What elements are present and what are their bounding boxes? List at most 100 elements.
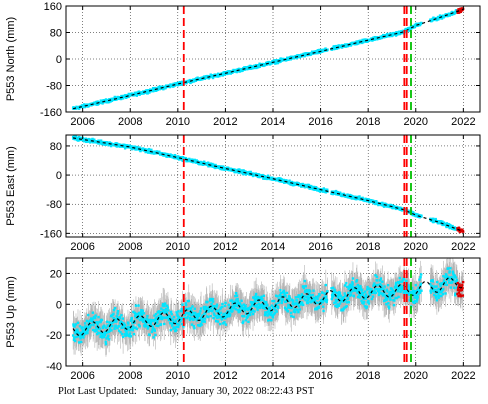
data-point xyxy=(99,320,103,323)
data-point xyxy=(108,329,111,333)
y-tick-label: -160 xyxy=(40,107,62,119)
data-point xyxy=(206,315,210,319)
data-point xyxy=(153,329,156,332)
data-point xyxy=(195,319,199,322)
data-point xyxy=(303,279,306,283)
data-point xyxy=(285,179,288,182)
data-point xyxy=(214,305,217,308)
data-point xyxy=(263,307,266,310)
data-point xyxy=(382,205,386,208)
data-point xyxy=(107,324,110,327)
data-point xyxy=(153,328,156,331)
data-point xyxy=(95,326,98,329)
data-point xyxy=(306,299,310,302)
data-point xyxy=(268,306,272,309)
data-point xyxy=(112,312,115,316)
data-point xyxy=(147,321,150,324)
data-point xyxy=(256,295,260,299)
data-point xyxy=(404,27,408,31)
data-point xyxy=(445,222,449,225)
data-point xyxy=(269,308,272,312)
data-point xyxy=(231,71,234,74)
data-point xyxy=(229,299,232,302)
data-point xyxy=(115,315,119,318)
data-point xyxy=(238,303,242,306)
data-point xyxy=(251,312,255,316)
data-point xyxy=(175,322,179,326)
data-point xyxy=(282,295,286,298)
y-tick-label: -80 xyxy=(46,81,62,93)
data-point xyxy=(286,306,290,309)
data-point xyxy=(184,302,188,305)
data-point xyxy=(119,322,123,326)
data-point xyxy=(104,342,108,346)
data-point xyxy=(219,308,222,311)
data-point xyxy=(77,341,81,344)
x-tick-label: 2008 xyxy=(118,241,142,253)
data-point xyxy=(322,187,326,190)
data-point xyxy=(274,309,277,312)
data-point xyxy=(319,301,323,304)
data-point xyxy=(158,315,161,318)
data-point xyxy=(246,315,249,319)
data-point xyxy=(255,66,258,70)
data-point xyxy=(185,303,188,307)
x-tick-label: 2018 xyxy=(356,116,380,128)
data-point xyxy=(276,295,279,298)
data-point xyxy=(248,313,252,317)
data-point xyxy=(186,316,189,320)
data-point xyxy=(252,296,256,299)
data-point xyxy=(278,298,281,301)
data-point xyxy=(256,173,259,176)
data-point xyxy=(209,297,212,301)
data-point xyxy=(135,327,139,331)
data-point xyxy=(273,312,277,315)
data-point xyxy=(209,314,212,318)
data-point xyxy=(339,192,342,195)
data-point xyxy=(169,321,172,325)
x-tick-label: 2010 xyxy=(166,241,190,253)
data-point xyxy=(112,317,115,320)
data-point xyxy=(185,311,188,315)
data-point xyxy=(123,333,127,336)
data-point xyxy=(220,318,224,321)
data-point xyxy=(298,308,302,311)
data-point xyxy=(281,298,284,301)
data-point xyxy=(141,312,144,315)
x-tick-label: 2012 xyxy=(213,241,237,253)
data-point xyxy=(137,323,141,327)
data-point xyxy=(266,304,269,307)
data-point xyxy=(159,310,162,314)
data-point xyxy=(304,285,308,288)
data-point xyxy=(99,335,102,339)
data-point xyxy=(86,326,89,329)
data-point xyxy=(251,309,254,312)
data-point xyxy=(290,305,294,309)
data-point xyxy=(105,320,109,323)
data-point xyxy=(241,306,245,310)
data-point xyxy=(287,303,290,307)
plot-area xyxy=(71,258,465,366)
chart-panel-2: 2006 2008 2010 2012 2014 2016 2018 2020 2022 -160… xyxy=(5,134,481,253)
data-point xyxy=(234,308,238,311)
data-point xyxy=(223,73,226,76)
data-point xyxy=(85,319,89,323)
data-point xyxy=(100,318,104,322)
data-point xyxy=(154,312,158,316)
data-point xyxy=(311,293,314,297)
data-point xyxy=(294,296,298,299)
data-point xyxy=(306,290,309,293)
data-point xyxy=(217,309,220,312)
data-point xyxy=(308,290,312,293)
data-point xyxy=(162,88,165,91)
data-point xyxy=(244,173,248,176)
data-point xyxy=(222,312,226,316)
x-tick-label: 2014 xyxy=(261,116,285,128)
data-point xyxy=(186,315,189,318)
data-point xyxy=(121,335,125,339)
y-tick-label: 0 xyxy=(56,54,62,66)
data-point xyxy=(324,47,327,50)
data-point xyxy=(420,21,423,25)
data-point xyxy=(285,308,288,311)
data-point xyxy=(283,306,287,309)
